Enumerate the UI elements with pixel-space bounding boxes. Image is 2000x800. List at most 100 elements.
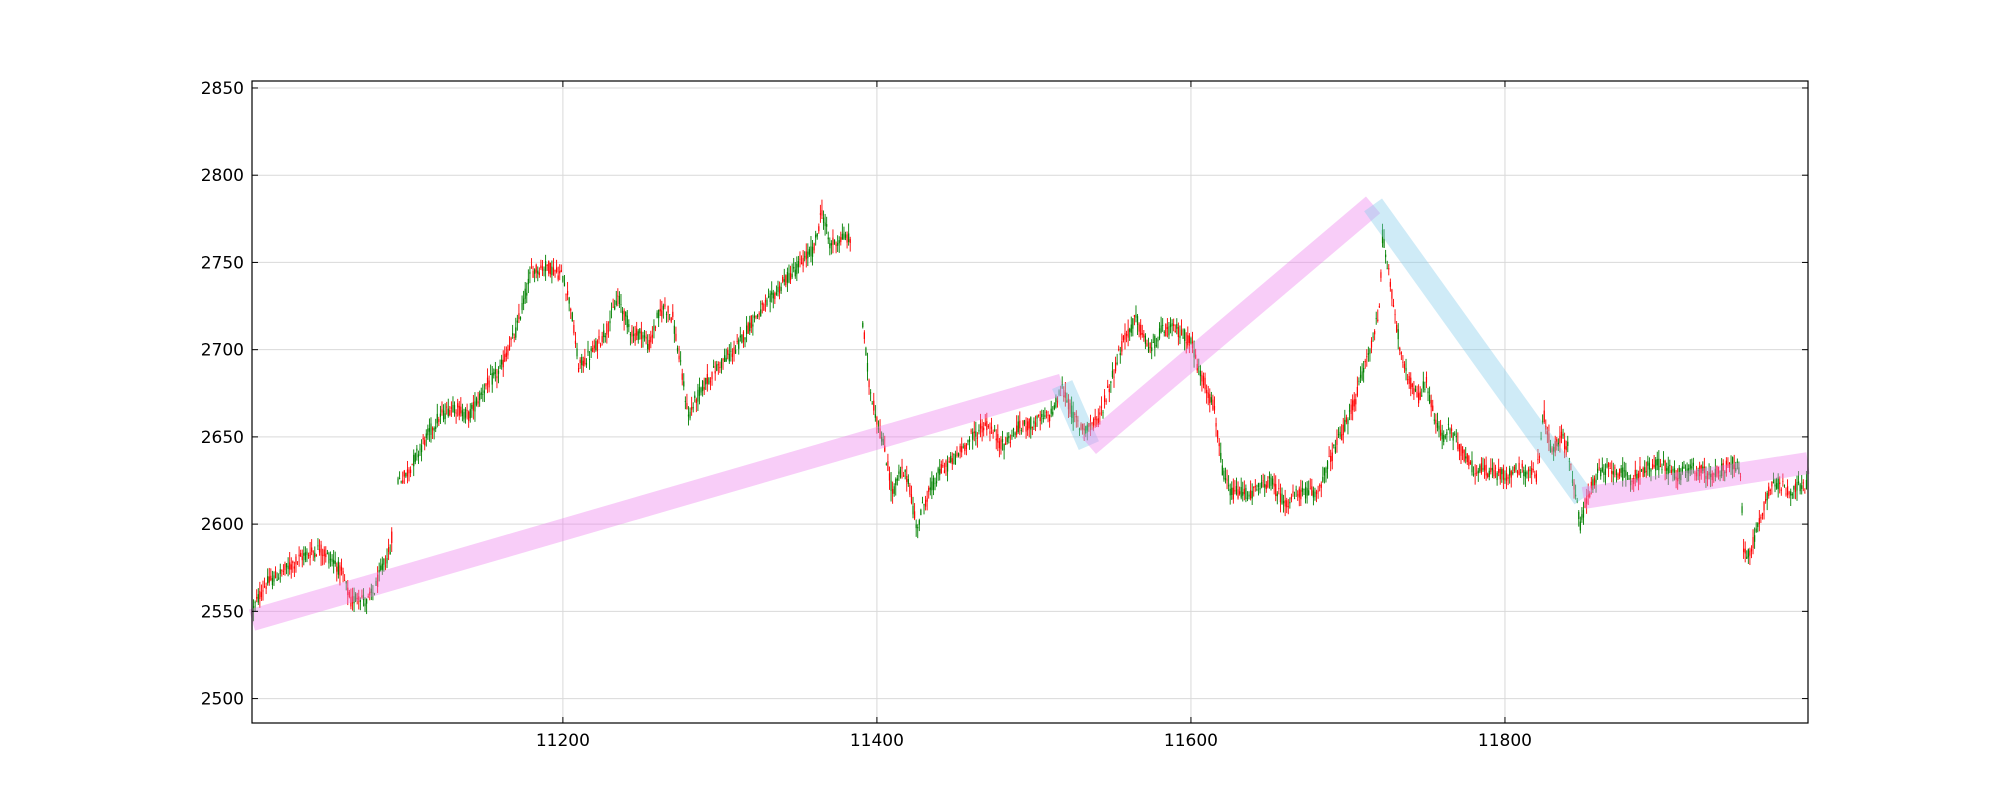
candle-body [1212,399,1214,410]
candle-body [840,237,842,243]
candle-body [719,366,721,369]
candle-body [1289,501,1291,504]
candle-body [1080,424,1082,430]
candle-body [436,413,438,424]
candle-body [565,294,567,296]
candle-body [278,577,280,579]
candle-body [442,410,445,420]
candle-body [322,554,324,556]
candle-body [295,556,297,565]
candle-body [1612,471,1614,475]
candle-body [1446,432,1448,435]
candle-body [945,460,947,467]
candle-body [1730,464,1732,465]
candle-body [838,240,840,244]
candle-body [609,320,611,324]
candle-body [761,302,763,305]
candle-body [596,340,599,351]
candle-body [1452,432,1454,441]
candle-body [1323,467,1325,476]
candle-body [397,478,399,484]
candle-body [1132,318,1134,329]
candle-body [358,596,360,601]
candle-body [1700,465,1702,473]
candle-body [1143,333,1145,338]
candle-body [1769,490,1771,491]
candle-body [1479,465,1481,472]
candle-body [695,399,697,404]
candle-body [1587,490,1589,498]
candle-body [413,454,415,467]
candle-body [1699,465,1701,477]
candle-body [1229,488,1231,496]
candle-body [822,217,825,224]
candle-body [296,561,299,563]
candle-body [1476,472,1478,474]
candle-body [1477,470,1479,474]
candle-body [1584,498,1586,508]
candle-body [1766,492,1768,501]
candle-body [1342,424,1344,436]
candle-body [424,439,426,446]
candle-body [747,323,749,334]
candle-body [416,448,418,451]
candle-body [873,400,875,411]
candle-body [720,359,723,368]
candle-body [1124,332,1126,340]
candle-body [827,237,829,240]
candle-body [383,558,385,565]
candle-body [1777,477,1779,490]
candle-body [1146,343,1148,347]
candle-body [450,407,453,409]
candle-body [1118,349,1120,351]
candle-body [256,596,258,599]
candle-body [1367,353,1369,355]
candle-body [584,357,586,365]
candle-body [1196,363,1198,371]
candle-body [579,359,581,363]
candle-body [959,446,961,452]
candle-body [931,481,933,491]
candle-body [647,343,649,350]
candle-body [1306,488,1308,496]
candle-body [1278,488,1280,490]
candle-body [735,349,737,354]
candle-body [298,554,300,557]
candle-body [1598,467,1600,469]
candle-body [1606,463,1608,468]
candle-body [799,258,801,260]
candle-body [1801,485,1803,489]
candle-body [863,332,865,339]
candle-body [444,413,446,420]
candle-body [472,401,474,411]
candle-body [1060,395,1062,396]
candle-body [375,580,377,586]
trend-line-up [1581,452,1810,509]
candle-body [290,564,292,570]
candle-body [1248,494,1250,497]
candle-body [1103,395,1106,402]
candle-body [913,511,916,519]
candle-body [1589,492,1591,498]
candle-body [1328,456,1330,458]
candle-body [348,591,350,598]
candle-body [1293,498,1296,500]
candle-body [1377,319,1379,321]
candle-body [1058,390,1060,395]
candle-body [811,246,814,257]
candle-body [1579,521,1581,531]
candle-body [871,403,873,405]
candle-body [1493,469,1495,477]
candle-body [972,432,974,440]
candle-body [1705,475,1707,479]
candle-body [634,332,636,342]
candle-body [1622,467,1624,481]
candle-body [804,256,806,258]
candle-body [1526,472,1528,475]
candle-body [1644,467,1646,474]
candle-body [441,409,443,413]
candle-body [1221,465,1223,476]
candle-body [381,563,383,570]
candle-body [1209,394,1211,404]
candle-body [271,578,274,586]
